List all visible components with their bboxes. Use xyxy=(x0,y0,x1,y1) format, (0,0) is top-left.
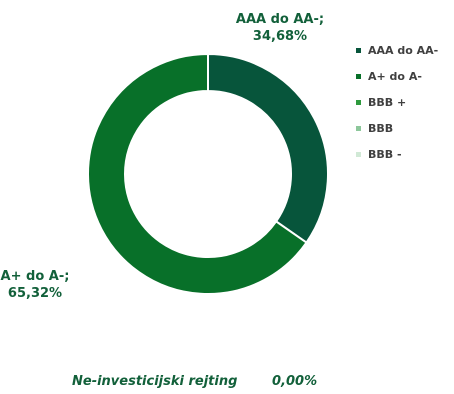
donut-slice-a-do-a[interactable] xyxy=(87,52,308,295)
data-label-aaa-aa-name: AAA do AA-; xyxy=(235,12,325,27)
chart-legend: AAA do AA- A+ do A- BBB + BBB BBB - xyxy=(356,37,438,167)
legend-item-aaa-aa[interactable]: AAA do AA- xyxy=(356,37,438,63)
legend-swatch xyxy=(356,151,361,157)
legend-label: BBB xyxy=(368,121,394,135)
data-label-a-plus-a-value: 65,32% xyxy=(7,286,63,301)
donut-slice-aaa-do-aa[interactable] xyxy=(207,52,329,244)
legend-label: AAA do AA- xyxy=(368,43,439,57)
legend-swatch xyxy=(356,73,361,79)
legend-label: A+ do A- xyxy=(368,69,422,83)
non-investment-grade-value: 0,00% xyxy=(272,374,318,389)
legend-swatch xyxy=(356,125,361,131)
legend-item-bbb[interactable]: BBB xyxy=(356,115,438,141)
legend-item-bbb-minus[interactable]: BBB - xyxy=(356,141,438,167)
data-label-aaa-aa: AAA do AA-; 34,68% xyxy=(210,11,350,45)
legend-item-a-plus-a[interactable]: A+ do A- xyxy=(356,63,438,89)
data-label-a-plus-a: A+ do A-; 65,32% xyxy=(0,268,70,302)
non-investment-grade-label: Ne-investicijski rejting xyxy=(72,374,238,389)
data-label-aaa-aa-value: 34,68% xyxy=(252,29,308,44)
legend-swatch xyxy=(356,47,361,53)
legend-swatch xyxy=(356,99,361,105)
legend-item-bbb-plus[interactable]: BBB + xyxy=(356,89,438,115)
legend-label: BBB - xyxy=(368,147,402,161)
legend-label: BBB + xyxy=(368,95,407,109)
data-label-a-plus-a-name: A+ do A-; xyxy=(0,269,70,284)
